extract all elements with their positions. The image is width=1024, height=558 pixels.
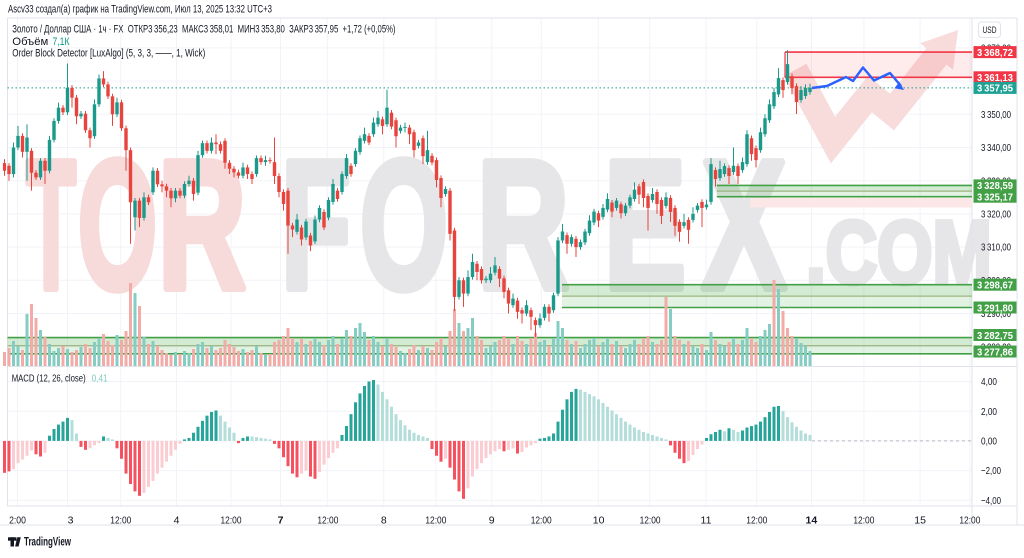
svg-text:Объём: Объём (12, 36, 48, 48)
svg-text:3 298,67: 3 298,67 (977, 280, 1013, 292)
svg-text:R: R (477, 122, 569, 327)
svg-text:12:00: 12:00 (317, 515, 338, 527)
svg-text:−2,00: −2,00 (981, 465, 1001, 477)
svg-text:14: 14 (806, 515, 818, 527)
svg-text:12:00: 12:00 (221, 515, 242, 527)
svg-text:3 310,00: 3 310,00 (981, 242, 1011, 254)
svg-text:.COM: .COM (806, 203, 992, 302)
svg-text:10: 10 (593, 515, 605, 527)
svg-text:Ascv33 создал(а) график на Tra: Ascv33 создал(а) график на TradingView.c… (8, 3, 272, 15)
svg-text:E: E (604, 122, 686, 327)
svg-text:3 325,17: 3 325,17 (977, 192, 1013, 204)
svg-text:3 291,80: 3 291,80 (977, 302, 1013, 314)
svg-text:12:00: 12:00 (959, 515, 980, 527)
svg-text:2,00: 2,00 (981, 406, 997, 418)
svg-text:3 357,95: 3 357,95 (977, 83, 1013, 95)
svg-text:12:00: 12:00 (746, 515, 767, 527)
svg-text:3: 3 (68, 515, 74, 527)
svg-text:9: 9 (489, 515, 495, 527)
svg-text:2:00: 2:00 (9, 515, 26, 527)
svg-text:3 328,59: 3 328,59 (977, 180, 1013, 192)
svg-text:3 361,13: 3 361,13 (977, 72, 1013, 84)
svg-text:O: O (360, 122, 448, 327)
svg-text:12:00: 12:00 (425, 515, 446, 527)
svg-text:3 350,00: 3 350,00 (981, 109, 1011, 121)
svg-text:3 282,75: 3 282,75 (977, 330, 1013, 342)
svg-text:3 340,00: 3 340,00 (981, 142, 1011, 154)
svg-text:7: 7 (278, 515, 284, 527)
svg-text:USD: USD (983, 25, 997, 36)
svg-text:4: 4 (174, 515, 180, 527)
svg-text:MACD (12, 26, close): MACD (12, 26, close) (12, 372, 86, 384)
svg-text:3 368,72: 3 368,72 (977, 47, 1013, 59)
svg-text:15: 15 (914, 515, 926, 527)
svg-text:4,00: 4,00 (981, 376, 997, 388)
svg-text:12:00: 12:00 (853, 515, 874, 527)
svg-text:−4,00: −4,00 (981, 495, 1001, 507)
svg-text:3 277,86: 3 277,86 (977, 346, 1013, 358)
svg-text:8: 8 (381, 515, 387, 527)
svg-text:12:00: 12:00 (640, 515, 661, 527)
svg-text:11: 11 (701, 515, 712, 527)
svg-text:7,1К: 7,1К (53, 36, 70, 48)
svg-text:12:00: 12:00 (110, 515, 131, 527)
svg-text:O: O (78, 122, 157, 327)
svg-text:Order Block Detector [LuxAlgo]: Order Block Detector [LuxAlgo] (5, 3, 3,… (12, 48, 205, 60)
svg-text:0,41: 0,41 (92, 372, 108, 384)
svg-text:12:00: 12:00 (531, 515, 552, 527)
svg-text:3 320,00: 3 320,00 (981, 209, 1011, 221)
svg-text:X: X (702, 122, 786, 327)
svg-text:R: R (158, 122, 246, 327)
svg-text:0,00: 0,00 (981, 436, 997, 448)
svg-text:+1,72 (+0,05%): +1,72 (+0,05%) (343, 24, 396, 36)
svg-text:Золото / Доллар США · 1ч · FX: Золото / Доллар США · 1ч · FX ОТКР3 356,… (12, 24, 338, 36)
svg-text:TradingView: TradingView (24, 537, 71, 549)
